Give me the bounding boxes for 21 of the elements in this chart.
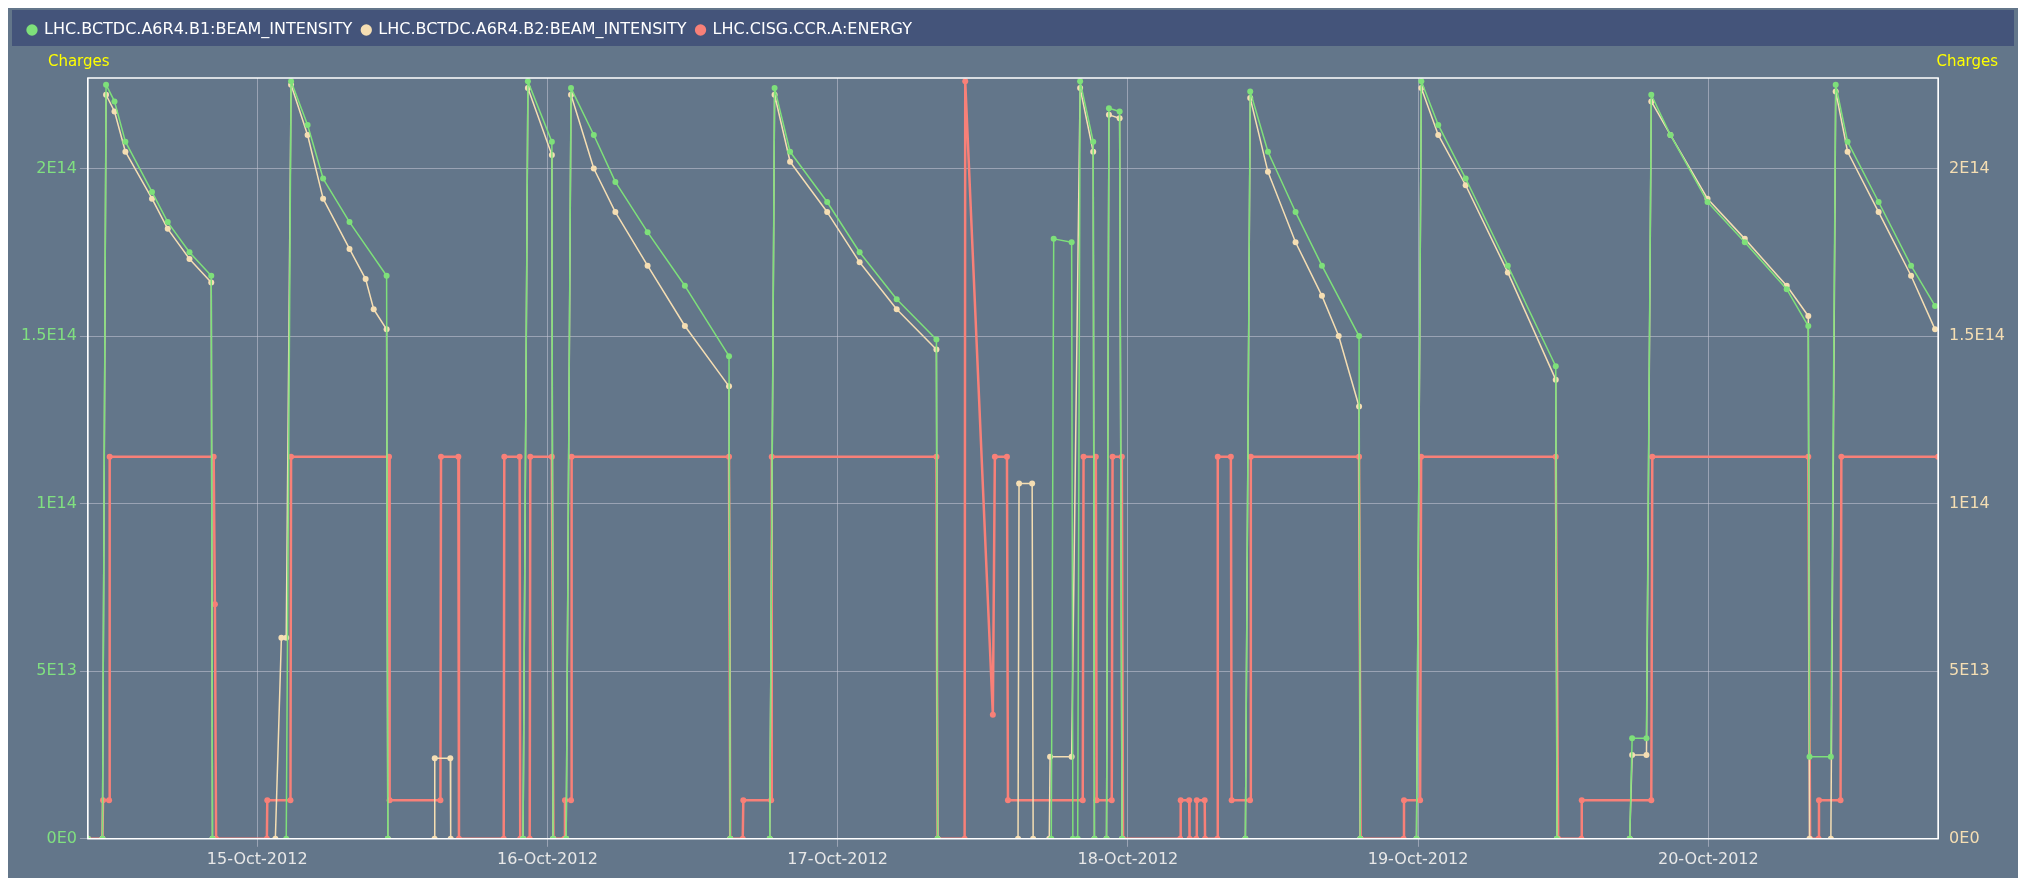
x-tick-label: 19-Oct-2012 xyxy=(1367,848,1469,868)
legend-label: LHC.CISG.CCR.A:ENERGY xyxy=(712,19,913,39)
y2-axis-title: Charges xyxy=(1936,52,1999,71)
y-tick-label: 0E0 xyxy=(46,827,77,847)
y-axis-title: Charges xyxy=(47,52,110,71)
y2-tick-label: 1.5E14 xyxy=(1949,325,2006,345)
y-tick-label: 1E14 xyxy=(36,492,77,512)
y2-tick-label: 2E14 xyxy=(1949,157,1990,177)
y-tick-label: 1.5E14 xyxy=(20,325,77,345)
y2-tick-label: 1E14 xyxy=(1949,492,1990,512)
y2-tick-label: 0E0 xyxy=(1949,827,1980,847)
x-tick-label: 15-Oct-2012 xyxy=(206,848,308,868)
x-tick-label: 17-Oct-2012 xyxy=(787,848,889,868)
y2-tick-label: 5E13 xyxy=(1949,660,1990,680)
x-tick-label: 18-Oct-2012 xyxy=(1077,848,1179,868)
y-tick-label: 5E13 xyxy=(36,660,77,680)
x-tick-label: 16-Oct-2012 xyxy=(497,848,598,868)
legend-label: LHC.BCTDC.A6R4.B1:BEAM_INTENSITY xyxy=(44,19,353,40)
legend-label: LHC.BCTDC.A6R4.B2:BEAM_INTENSITY xyxy=(378,19,687,40)
y-tick-label: 2E14 xyxy=(36,157,77,177)
x-tick-label: 20-Oct-2012 xyxy=(1657,848,1759,868)
